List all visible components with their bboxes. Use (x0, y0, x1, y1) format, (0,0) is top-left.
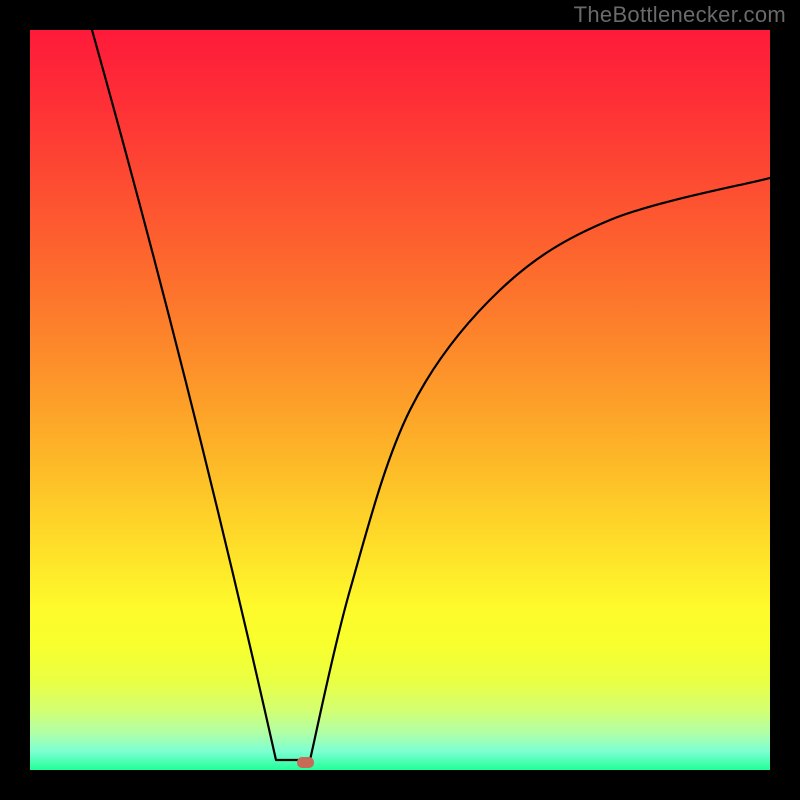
chart-container: TheBottlenecker.com (0, 0, 800, 800)
watermark-text: TheBottlenecker.com (574, 2, 786, 28)
optimal-point-marker (297, 757, 314, 768)
curve-path (92, 30, 770, 760)
plot-area (30, 30, 770, 770)
bottleneck-curve (30, 30, 770, 770)
